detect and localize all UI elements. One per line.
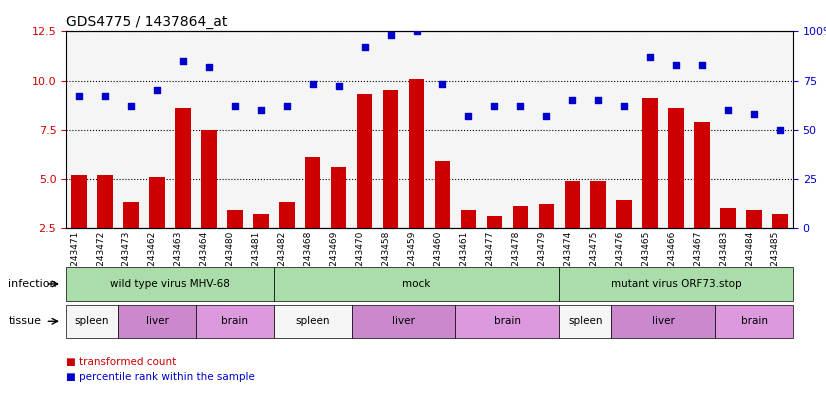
Point (150, 87, 164, 94)
Text: GDS4775 / 1437864_at: GDS4775 / 1437864_at (66, 15, 227, 29)
Bar (513, 206, 528, 277)
Point (358, 44, 371, 50)
Point (125, 103, 138, 109)
Point (228, 103, 241, 109)
Point (410, 28, 423, 35)
Point (332, 83, 345, 90)
Bar (305, 157, 320, 277)
Point (73, 93, 86, 99)
Text: infection: infection (8, 279, 57, 289)
Point (280, 103, 293, 109)
Text: tissue: tissue (8, 316, 41, 326)
Text: mock: mock (402, 279, 430, 289)
Point (773, 127, 786, 133)
Point (566, 97, 579, 103)
Text: spleen: spleen (296, 316, 330, 326)
Text: spleen: spleen (75, 316, 109, 326)
Text: wild type virus MHV-68: wild type virus MHV-68 (110, 279, 230, 289)
Bar (382, 90, 398, 277)
Bar (616, 200, 632, 277)
Point (202, 64, 216, 70)
Bar (643, 98, 658, 277)
Text: brain: brain (221, 316, 249, 326)
Bar (123, 202, 139, 277)
Bar (97, 175, 113, 277)
Bar (279, 202, 295, 277)
Text: ■ percentile rank within the sample: ■ percentile rank within the sample (66, 372, 255, 382)
Bar (668, 108, 684, 277)
Text: spleen: spleen (568, 316, 602, 326)
Point (514, 103, 527, 109)
Bar (150, 177, 164, 277)
Bar (434, 161, 450, 277)
Bar (175, 108, 191, 277)
Bar (461, 210, 477, 277)
Point (462, 113, 475, 119)
Point (695, 62, 709, 68)
Text: liver: liver (652, 316, 675, 326)
Point (254, 107, 268, 113)
Bar (71, 175, 87, 277)
Bar (253, 214, 268, 277)
Text: mutant virus ORF73.stop: mutant virus ORF73.stop (611, 279, 742, 289)
Text: brain: brain (741, 316, 767, 326)
Text: ■ transformed count: ■ transformed count (66, 356, 176, 367)
Point (306, 81, 320, 88)
Bar (720, 208, 736, 277)
Point (176, 58, 189, 64)
Text: liver: liver (392, 316, 415, 326)
Point (643, 54, 657, 60)
Bar (409, 79, 425, 277)
Point (591, 97, 605, 103)
Bar (227, 210, 243, 277)
Point (670, 62, 683, 68)
Bar (591, 181, 606, 277)
Bar (201, 130, 216, 277)
Point (721, 107, 734, 113)
Point (488, 103, 501, 109)
Point (618, 103, 631, 109)
Text: brain: brain (494, 316, 521, 326)
Point (539, 113, 553, 119)
Bar (564, 181, 580, 277)
Bar (357, 94, 373, 277)
Bar (539, 204, 554, 277)
Point (384, 32, 397, 39)
Bar (772, 214, 788, 277)
Point (748, 111, 761, 117)
Text: liver: liver (145, 316, 169, 326)
Bar (746, 210, 762, 277)
Point (436, 81, 449, 88)
Bar (331, 167, 346, 277)
Bar (695, 122, 710, 277)
Point (98, 93, 112, 99)
Bar (487, 216, 502, 277)
